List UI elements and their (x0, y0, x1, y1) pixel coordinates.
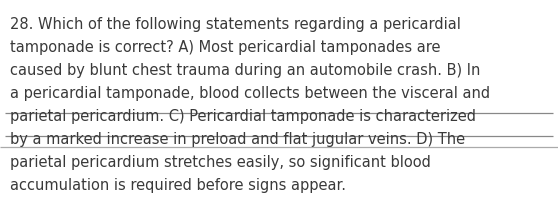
Text: parietal pericardium. C) Pericardial tamponade is characterized: parietal pericardium. C) Pericardial tam… (10, 109, 476, 124)
Text: parietal pericardium stretches easily, so significant blood: parietal pericardium stretches easily, s… (10, 155, 431, 170)
Text: caused by blunt chest trauma during an automobile crash. B) In: caused by blunt chest trauma during an a… (10, 63, 480, 78)
Text: a pericardial tamponade, blood collects between the visceral and: a pericardial tamponade, blood collects … (10, 86, 490, 101)
Text: accumulation is required before signs appear.: accumulation is required before signs ap… (10, 178, 346, 193)
Text: 28. Which of the following statements regarding a pericardial: 28. Which of the following statements re… (10, 17, 461, 32)
Text: by a marked increase in preload and flat jugular veins. D) The: by a marked increase in preload and flat… (10, 132, 465, 147)
Text: tamponade is correct? A) Most pericardial tamponades are: tamponade is correct? A) Most pericardia… (10, 40, 440, 55)
